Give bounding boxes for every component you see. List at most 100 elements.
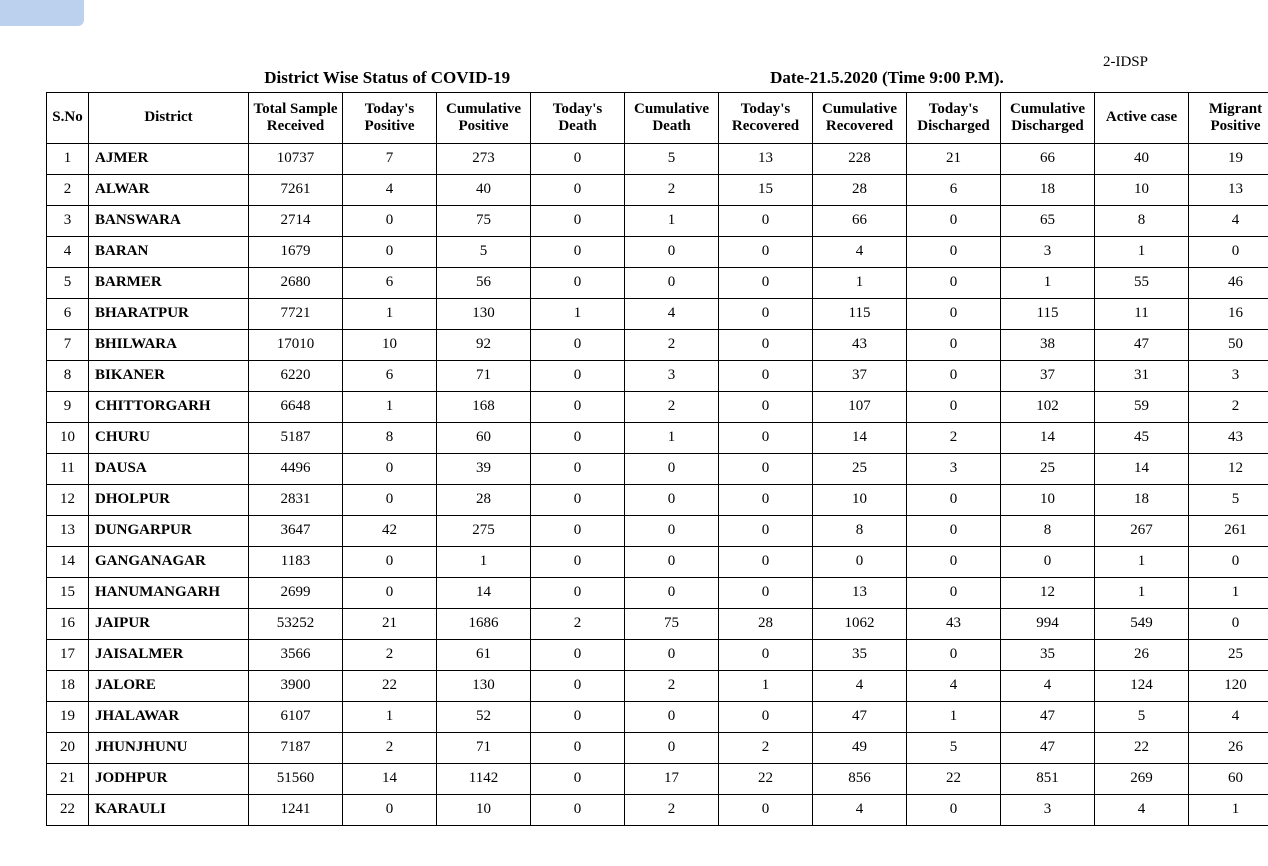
value-cell: 0 — [531, 733, 625, 764]
value-cell: 0 — [531, 268, 625, 299]
district-cell: ALWAR — [89, 175, 249, 206]
value-cell: 994 — [1001, 609, 1095, 640]
value-cell: 18 — [1095, 485, 1189, 516]
value-cell: 0 — [531, 547, 625, 578]
value-cell: 1 — [625, 423, 719, 454]
column-header: Active case — [1095, 93, 1189, 144]
table-row: 20JHUNJHUNU7187271002495472226 — [47, 733, 1268, 764]
value-cell: 75 — [437, 206, 531, 237]
value-cell: 4496 — [249, 454, 343, 485]
value-cell: 75 — [625, 609, 719, 640]
value-cell: 37 — [1001, 361, 1095, 392]
table-row: 16JAIPUR53252211686275281062439945490 — [47, 609, 1268, 640]
value-cell: 11 — [1095, 299, 1189, 330]
value-cell: 38 — [1001, 330, 1095, 361]
district-cell: JHALAWAR — [89, 702, 249, 733]
value-cell: 115 — [813, 299, 907, 330]
value-cell: 1 — [625, 206, 719, 237]
value-cell: 14 — [813, 423, 907, 454]
value-cell: 0 — [1189, 547, 1268, 578]
value-cell: 1241 — [249, 795, 343, 826]
value-cell: 0 — [531, 175, 625, 206]
value-cell: 124 — [1095, 671, 1189, 702]
value-cell: 0 — [907, 206, 1001, 237]
value-cell: 0 — [719, 454, 813, 485]
value-cell: 851 — [1001, 764, 1095, 795]
value-cell: 4 — [813, 671, 907, 702]
value-cell: 1679 — [249, 237, 343, 268]
value-cell: 5 — [1095, 702, 1189, 733]
column-header: Cumulative Death — [625, 93, 719, 144]
value-cell: 12 — [1189, 454, 1268, 485]
value-cell: 14 — [1001, 423, 1095, 454]
value-cell: 1 — [343, 299, 437, 330]
column-header: Today's Discharged — [907, 93, 1001, 144]
column-header: Today's Death — [531, 93, 625, 144]
column-header: Cumulative Discharged — [1001, 93, 1095, 144]
value-cell: 3 — [1001, 795, 1095, 826]
value-cell: 12 — [1001, 578, 1095, 609]
value-cell: 50 — [1189, 330, 1268, 361]
value-cell: 130 — [437, 671, 531, 702]
value-cell: 0 — [907, 361, 1001, 392]
value-cell: 1 — [1095, 547, 1189, 578]
value-cell: 0 — [625, 702, 719, 733]
value-cell: 40 — [1095, 144, 1189, 175]
value-cell: 49 — [813, 733, 907, 764]
value-cell: 0 — [343, 795, 437, 826]
value-cell: 102 — [1001, 392, 1095, 423]
value-cell: 5 — [1189, 485, 1268, 516]
value-cell: 0 — [719, 330, 813, 361]
value-cell: 5 — [907, 733, 1001, 764]
district-cell: GANGANAGAR — [89, 547, 249, 578]
value-cell: 8 — [813, 516, 907, 547]
district-cell: BIKANER — [89, 361, 249, 392]
value-cell: 2714 — [249, 206, 343, 237]
value-cell: 14 — [343, 764, 437, 795]
value-cell: 5187 — [249, 423, 343, 454]
value-cell: 31 — [1095, 361, 1189, 392]
value-cell: 37 — [813, 361, 907, 392]
value-cell: 0 — [531, 392, 625, 423]
value-cell: 2699 — [249, 578, 343, 609]
value-cell: 2 — [625, 392, 719, 423]
value-cell: 2 — [625, 671, 719, 702]
sno-cell: 22 — [47, 795, 89, 826]
value-cell: 7187 — [249, 733, 343, 764]
value-cell: 7261 — [249, 175, 343, 206]
value-cell: 228 — [813, 144, 907, 175]
value-cell: 0 — [625, 640, 719, 671]
district-cell: BANSWARA — [89, 206, 249, 237]
sno-cell: 6 — [47, 299, 89, 330]
value-cell: 10 — [1095, 175, 1189, 206]
district-cell: DAUSA — [89, 454, 249, 485]
value-cell: 273 — [437, 144, 531, 175]
value-cell: 39 — [437, 454, 531, 485]
value-cell: 10 — [343, 330, 437, 361]
value-cell: 2 — [343, 733, 437, 764]
value-cell: 0 — [531, 237, 625, 268]
value-cell: 0 — [531, 330, 625, 361]
value-cell: 15 — [719, 175, 813, 206]
value-cell: 35 — [813, 640, 907, 671]
sno-cell: 18 — [47, 671, 89, 702]
sno-cell: 15 — [47, 578, 89, 609]
value-cell: 0 — [907, 392, 1001, 423]
value-cell: 53252 — [249, 609, 343, 640]
value-cell: 6 — [343, 361, 437, 392]
value-cell: 2831 — [249, 485, 343, 516]
sno-cell: 13 — [47, 516, 89, 547]
table-row: 19JHALAWAR61071520004714754 — [47, 702, 1268, 733]
value-cell: 0 — [625, 733, 719, 764]
value-cell: 47 — [1095, 330, 1189, 361]
value-cell: 42 — [343, 516, 437, 547]
value-cell: 0 — [719, 702, 813, 733]
value-cell: 4 — [1189, 702, 1268, 733]
value-cell: 3647 — [249, 516, 343, 547]
value-cell: 1 — [1095, 578, 1189, 609]
value-cell: 0 — [1001, 547, 1095, 578]
value-cell: 47 — [1001, 733, 1095, 764]
sno-cell: 20 — [47, 733, 89, 764]
table-header-row: S.NoDistrictTotal Sample ReceivedToday's… — [47, 93, 1268, 144]
value-cell: 8 — [1095, 206, 1189, 237]
